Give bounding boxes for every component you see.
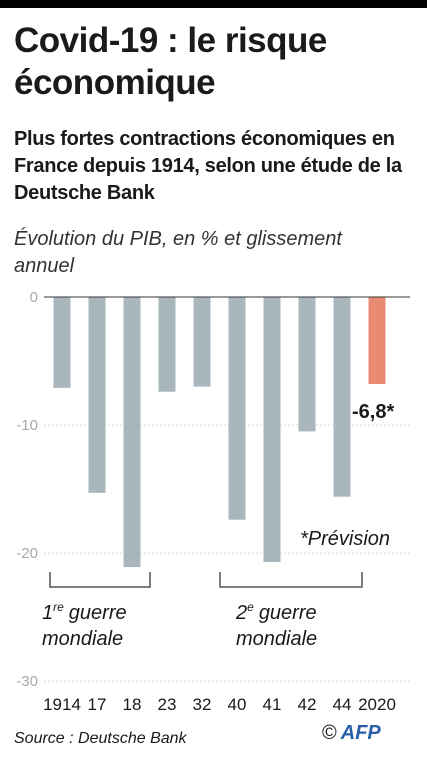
x-tick-label: 23 bbox=[158, 695, 177, 714]
x-tick-label: 1914 bbox=[43, 695, 81, 714]
forecast-note: *Prévision bbox=[300, 528, 390, 550]
y-tick-label: -20 bbox=[16, 545, 38, 562]
x-tick-label: 42 bbox=[298, 695, 317, 714]
bar bbox=[53, 297, 71, 388]
bar bbox=[263, 297, 281, 562]
bar bbox=[228, 297, 246, 520]
x-tick-label: 44 bbox=[333, 695, 352, 714]
chart-subtitle: Plus fortes contractions économiques en … bbox=[14, 128, 402, 204]
x-tick-label: 18 bbox=[123, 695, 142, 714]
y-tick-label: -30 bbox=[16, 673, 38, 690]
x-tick-label: 40 bbox=[228, 695, 247, 714]
bar bbox=[368, 297, 386, 385]
x-tick-label: 41 bbox=[263, 695, 282, 714]
x-tick-label: 2020 bbox=[358, 695, 396, 714]
ww2-word: guerre bbox=[259, 602, 317, 624]
ww2-bracket bbox=[219, 572, 363, 588]
ww1-ordinal: 1 bbox=[42, 602, 53, 624]
y-axis-label: Évolution du PIB, en % et glissement ann… bbox=[14, 228, 342, 277]
bar bbox=[123, 297, 141, 568]
copyright-symbol: © bbox=[322, 722, 337, 744]
y-tick-label: 0 bbox=[30, 289, 38, 306]
ww2-suffix: e bbox=[247, 600, 254, 614]
bar bbox=[88, 297, 106, 493]
x-tick-label: 17 bbox=[88, 695, 107, 714]
bar bbox=[193, 297, 211, 387]
source-note: Source : Deutsche Bank bbox=[14, 730, 187, 747]
ww2-label-line2: mondiale bbox=[236, 628, 317, 650]
forecast-value-label: -6,8* bbox=[352, 401, 394, 423]
x-tick-label: 32 bbox=[193, 695, 212, 714]
y-tick-label: -10 bbox=[16, 417, 38, 434]
afp-logo: © AFP bbox=[322, 722, 381, 745]
ww1-bracket bbox=[49, 572, 151, 588]
chart-title: Covid-19 : le risque économique bbox=[14, 21, 327, 102]
bar bbox=[298, 297, 316, 432]
bar bbox=[158, 297, 176, 392]
bars bbox=[53, 297, 386, 568]
category-labels: 1914 17 18 23 32 40 41 42 44 2020 bbox=[43, 695, 396, 714]
ww1-label-line1: 1re guerre bbox=[42, 600, 127, 624]
ww1-suffix: re bbox=[53, 600, 64, 614]
ww2-ordinal: 2 bbox=[235, 602, 247, 624]
ww2-label-line1: 2e guerre bbox=[235, 600, 317, 624]
brand-name: AFP bbox=[340, 722, 381, 744]
ww1-label-line2: mondiale bbox=[42, 628, 123, 650]
ww1-word: guerre bbox=[69, 602, 127, 624]
top-bar bbox=[0, 0, 427, 8]
bar bbox=[333, 297, 351, 497]
